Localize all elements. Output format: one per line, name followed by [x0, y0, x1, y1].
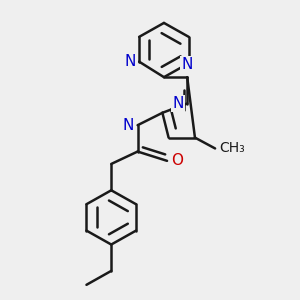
Text: CH₃: CH₃	[219, 142, 244, 155]
Text: N: N	[182, 57, 193, 72]
Text: N: N	[124, 54, 135, 69]
Text: N: N	[122, 118, 134, 133]
Text: N: N	[172, 96, 184, 111]
Text: H: H	[124, 118, 134, 132]
Text: O: O	[171, 153, 183, 168]
